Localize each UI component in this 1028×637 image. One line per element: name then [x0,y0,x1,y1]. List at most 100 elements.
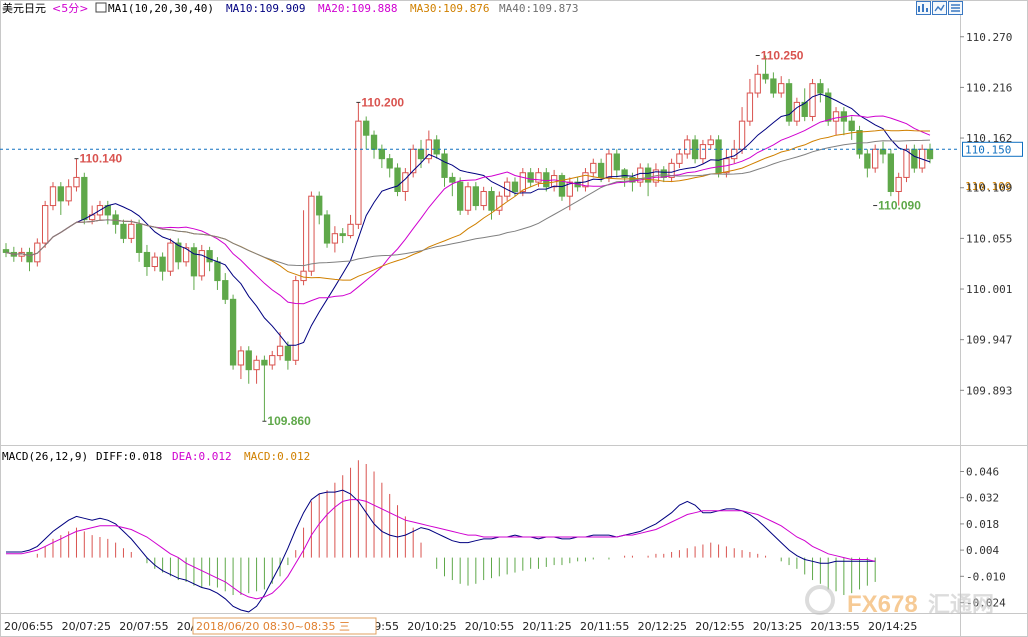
candle-up [684,139,691,155]
candle-down [511,181,519,192]
candle-down [284,345,292,361]
time-tooltip: 2018/06/20 08:30~08:35 三 [196,620,350,633]
candle-down [339,233,346,237]
candle-down [190,247,198,277]
candle-down [386,158,393,169]
macd-tick-label: 0.018 [966,518,999,531]
time-tooltip-box [192,617,377,635]
candle-up [754,73,761,94]
candle-up [793,101,801,122]
symbol-label: 美元日元 [2,2,46,15]
candle-down [457,181,464,211]
macd-diff-value: DIFF:0.018 [96,450,162,463]
macd-tick-label: 0.004 [966,544,999,557]
time-label: 20/12:25 [638,620,687,633]
candle-down [433,139,440,155]
ma-layer [5,93,931,346]
candle-up [410,148,417,174]
candle-down [887,153,895,192]
price-tick-label: 110.001 [966,283,1012,296]
time-label: 20/12:55 [695,620,744,633]
ma10-line [5,93,931,346]
candle-up [182,247,190,263]
candle-down [864,153,871,169]
candle-up [276,345,284,357]
chart-type-icon[interactable] [916,1,931,15]
annotation-high-2: 110.200 [361,95,404,109]
logo-ring-icon [805,585,835,615]
candle-layer [2,55,934,422]
candle-up [49,186,57,207]
candle-up [292,280,299,361]
macd-dea-value: DEA:0.012 [172,450,232,463]
candle-down [120,223,127,239]
candle-down [770,78,777,94]
price-tick-label: 109.947 [966,334,1012,347]
candle-down [26,251,33,263]
macd-macd-value: MACD:0.012 [244,450,310,463]
time-label: 20/10:55 [465,620,514,633]
candle-down [143,251,151,268]
macd-label: MACD(26,12,9) [2,450,88,463]
ma-settings-icon[interactable] [95,2,107,13]
watermark-cn: 汇通网 [928,593,994,618]
ma-label: MA1(10,20,30,40) [108,2,214,15]
candle-down [206,250,213,263]
macd-layer [6,460,876,613]
time-label: 20/14:25 [868,620,917,633]
candle-down [112,214,119,225]
indicator-icon[interactable] [932,1,947,15]
candle-down [825,92,832,122]
candle-down [441,153,448,178]
candle-up [676,153,683,164]
candle-down [261,359,268,366]
time-label: 20/06:55 [4,620,53,633]
candle-up [582,172,589,188]
candle-down [543,172,550,188]
current-price-box [962,141,1023,157]
macd-diff-line [6,489,876,613]
price-tick-label: 110.055 [966,232,1012,245]
candle-up [809,83,816,117]
candle-down [135,223,143,253]
candle-up [237,350,245,366]
candle-up [519,172,526,192]
candle-down [245,350,252,371]
candle-up [65,186,72,202]
candle-up [253,359,260,371]
ma-price-tag: 110.109 [965,180,1011,193]
annotation-low-2: 110.090 [878,199,921,213]
list-icon[interactable] [948,1,963,15]
candle-up [535,172,542,183]
candle-up [738,120,746,150]
candle-down [817,83,824,94]
candle-down [323,214,331,244]
ma40-line [5,139,931,267]
candle-down [316,195,323,216]
period-label[interactable]: <5分> [52,2,88,15]
candle-up [746,92,754,122]
ma40-value: MA40:109.873 [499,2,578,15]
candle-up [778,83,785,94]
ma10-value: MA10:109.909 [226,2,305,15]
macd-tick-label: 0.032 [966,492,999,505]
candle-down [613,153,620,171]
ma20-line [5,114,931,305]
annotation-high-1: 110.140 [79,152,122,166]
candle-down [848,120,855,132]
candle-up [637,167,644,183]
candle-down [879,148,887,155]
candle-down [57,186,64,202]
time-label: 20/11:25 [522,620,571,633]
candle-down [370,134,378,150]
candle-down [785,83,793,122]
price-tick-label: 110.270 [966,31,1012,44]
candle-up [300,270,307,282]
candle-up [496,195,503,211]
candle-up [832,111,840,122]
candle-down [762,73,769,80]
candle-down [229,298,237,366]
candle-down [159,256,166,272]
